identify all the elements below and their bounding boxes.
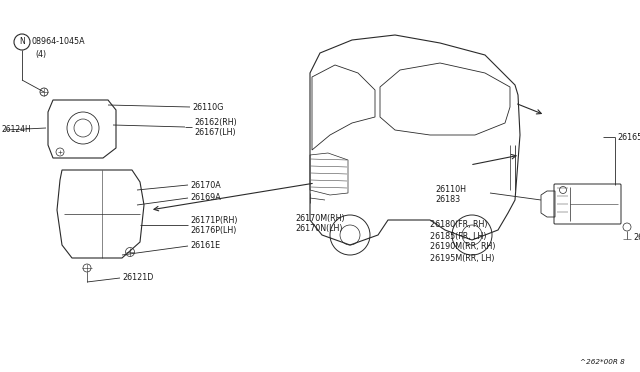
Text: 26190M(RR, RH): 26190M(RR, RH) — [430, 243, 495, 251]
Text: 26124H: 26124H — [2, 125, 32, 135]
Text: 26170A: 26170A — [190, 180, 221, 189]
Text: 26180(FR, RH): 26180(FR, RH) — [430, 221, 488, 230]
Text: N: N — [19, 38, 25, 46]
Text: 26110H: 26110H — [435, 185, 466, 193]
Text: 26161E: 26161E — [190, 241, 220, 250]
Text: (4): (4) — [35, 49, 46, 58]
Text: 26195M(RR, LH): 26195M(RR, LH) — [430, 253, 495, 263]
Text: 26162(RH): 26162(RH) — [194, 118, 237, 126]
Text: 26176P(LH): 26176P(LH) — [190, 227, 236, 235]
Text: 26169A: 26169A — [190, 193, 221, 202]
Text: 26183: 26183 — [435, 196, 460, 205]
Text: 08964-1045A: 08964-1045A — [32, 38, 86, 46]
Text: 26185(FR, LH): 26185(FR, LH) — [430, 231, 486, 241]
Text: 26110G: 26110G — [192, 103, 223, 112]
Text: 26161A: 26161A — [633, 232, 640, 241]
Text: 26165A: 26165A — [617, 132, 640, 141]
Text: 26170N(LH): 26170N(LH) — [295, 224, 342, 234]
Text: ^262*00R 8: ^262*00R 8 — [580, 359, 625, 365]
Text: 26171P(RH): 26171P(RH) — [190, 215, 237, 224]
Text: 26121D: 26121D — [122, 273, 154, 282]
Text: 26170M(RH): 26170M(RH) — [295, 214, 344, 222]
Text: 26167(LH): 26167(LH) — [194, 128, 236, 138]
